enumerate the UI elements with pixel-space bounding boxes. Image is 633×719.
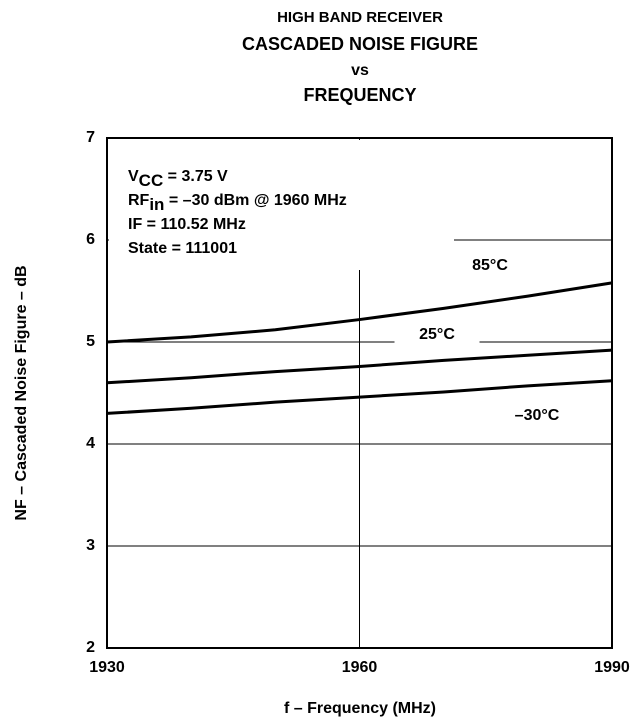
annotation: IF = 110.52 MHz [128,216,246,233]
annotation: VCC = 3.75 V [128,168,228,190]
y-tick-label: 4 [86,435,95,452]
annotation-text: IF = 110.52 MHz [128,216,246,233]
y-tick-label: 3 [86,537,95,554]
label-backgrounds [109,140,577,429]
series-line [106,379,613,415]
annotation-text: = –30 dBm @ 1960 MHz [164,192,346,209]
annotation-text: State = 111001 [128,240,237,257]
annotation-background [109,140,454,270]
series-line [106,281,613,344]
annotation: State = 111001 [128,240,237,257]
chart-title: CASCADED NOISE FIGURE [242,34,478,54]
chart-title: vs [351,62,369,79]
annotation-text: = 3.75 V [163,168,228,185]
chart-title: HIGH BAND RECEIVER [277,9,443,26]
label-background [497,403,577,429]
annotation-text: V [128,168,139,185]
subscript: CC [139,171,164,190]
y-tick-label: 5 [86,333,95,350]
y-axis-label: NF – Cascaded Noise Figure – dB [13,265,30,520]
series-label: –30°C [515,407,560,424]
plot-frame [106,137,613,649]
series-label: 25°C [419,326,455,343]
series-line [106,348,613,385]
x-tick-label: 1960 [342,659,378,676]
x-tick-label: 1930 [89,659,125,676]
chart-title: FREQUENCY [303,85,416,105]
y-tick-label: 6 [86,231,95,248]
y-tick-label: 2 [86,639,95,656]
annotation-text: RF [128,192,150,209]
x-axis-label: f – Frequency (MHz) [284,700,436,717]
label-background [445,251,535,281]
x-tick-label: 1990 [594,659,630,676]
series-label: 85°C [472,257,508,274]
annotation: RFin = –30 dBm @ 1960 MHz [128,192,347,214]
subscript: in [149,195,164,214]
label-background [394,324,480,346]
y-tick-label: 7 [86,129,95,146]
